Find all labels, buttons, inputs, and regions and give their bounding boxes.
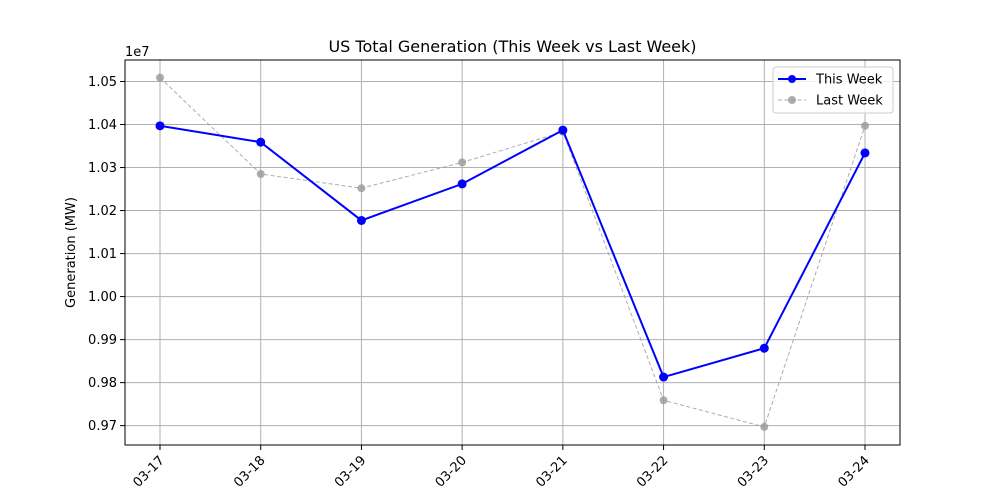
- x-tick-label: 03-18: [231, 453, 268, 490]
- y-tick-label: 0.99: [88, 333, 117, 348]
- data-point: [861, 121, 869, 130]
- y-tick-label: 1.02: [88, 204, 117, 219]
- legend: This Week Last Week: [772, 66, 894, 114]
- data-point: [357, 184, 366, 193]
- y-tick-label: 1.03: [88, 161, 117, 176]
- series-line: [159, 77, 866, 428]
- y-tick-label: 0.97: [88, 419, 117, 434]
- grid-layer: [125, 60, 900, 445]
- y-axis-title: Generation (MW): [64, 197, 79, 308]
- y-tick-label: 1.04: [88, 118, 117, 133]
- x-tick-label: 03-23: [735, 453, 772, 490]
- x-tick-label: 03-20: [433, 453, 470, 490]
- y-tick-label: 1.01: [88, 247, 117, 262]
- x-tick-label: 03-21: [533, 453, 570, 490]
- data-point: [156, 73, 164, 82]
- data-point: [256, 169, 265, 178]
- chart-title: US Total Generation (This Week vs Last W…: [328, 37, 696, 56]
- data-point: [659, 396, 668, 405]
- series-line: [159, 124, 866, 379]
- legend-label: This Week: [815, 73, 883, 88]
- data-point: [759, 343, 769, 353]
- legend-label: Last Week: [816, 94, 883, 109]
- y-axis-offset-label: 1e7: [125, 45, 150, 60]
- x-tick-label: 03-19: [332, 453, 369, 490]
- axis-layer: 03-17 03-18 03-19 03-20 03-21 03-22 03-23 03-24…: [88, 75, 873, 491]
- legend-marker: [788, 75, 796, 83]
- data-point: [558, 125, 568, 135]
- legend-marker: [788, 96, 796, 104]
- y-tick-label: 1.05: [88, 75, 117, 90]
- data-point: [659, 372, 669, 382]
- y-tick-label: 0.98: [88, 376, 117, 391]
- series-this-week: [155, 121, 870, 382]
- x-tick-label: 03-17: [131, 453, 168, 490]
- x-tick-label: 03-24: [836, 453, 873, 490]
- data-point: [155, 121, 165, 131]
- data-point: [256, 137, 266, 147]
- y-tick-label: 1.00: [88, 290, 117, 305]
- data-point: [457, 179, 467, 189]
- plot-frame: [124, 59, 901, 446]
- data-point: [458, 158, 467, 167]
- data-point: [356, 215, 366, 225]
- data-point: [760, 422, 769, 431]
- series-last-week: [156, 73, 869, 431]
- series-layer: [155, 73, 870, 431]
- data-point: [860, 148, 870, 158]
- x-tick-label: 03-22: [634, 453, 671, 490]
